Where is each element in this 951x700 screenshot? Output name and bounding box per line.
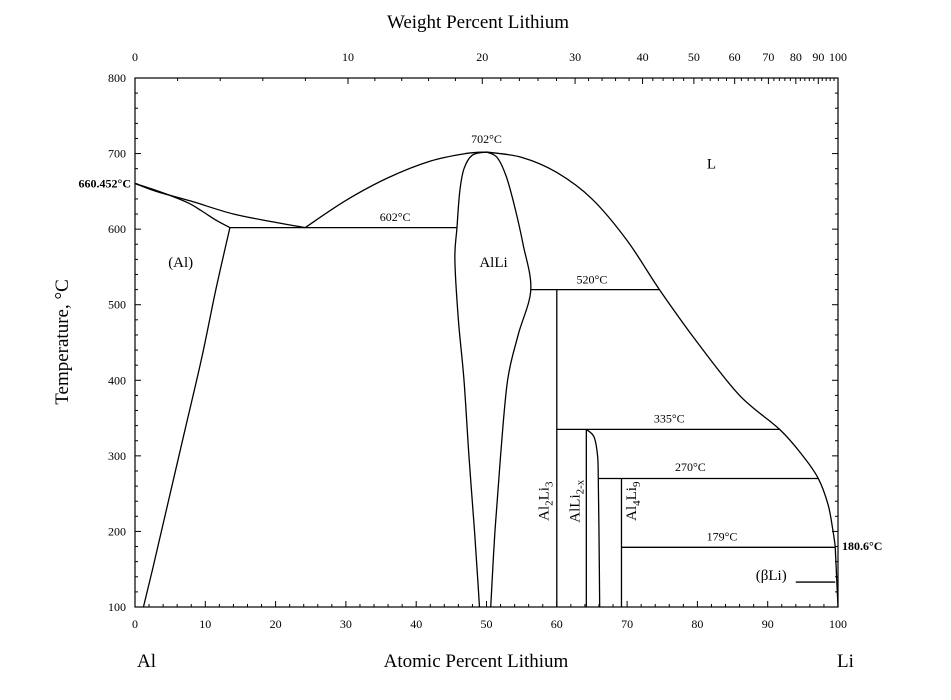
curve-alli-left <box>454 151 487 608</box>
phase-boundaries <box>134 151 839 608</box>
curve-alli2x-right <box>585 428 601 608</box>
temperature-annotation: 520°C <box>577 273 608 287</box>
curve-alli-right <box>486 151 532 608</box>
phase-region-label: AlLi <box>479 255 507 271</box>
phase-region-label: (βLi) <box>756 568 787 584</box>
x-tick-label: 70 <box>621 617 633 631</box>
melting-point-label: 660.452°C <box>79 176 131 190</box>
x-tick-label: 10 <box>199 617 211 631</box>
curve-liquidus-alli-left <box>304 151 487 229</box>
top-axis-title: Weight Percent Lithium <box>387 12 569 33</box>
x-tick-label: 20 <box>270 617 282 631</box>
temperature-annotation: 179°C <box>707 529 738 543</box>
x-tick-label: 100 <box>829 617 847 631</box>
axis-tick-labels: 0 10 20 30 40 50 60 70 80 90 100100200300400500600… <box>108 50 847 631</box>
curve-solvus-al <box>142 227 231 608</box>
left-element-label: Al <box>137 651 156 672</box>
phase-region-label: AlLi2-x <box>567 479 586 523</box>
x-tick-label: 80 <box>691 617 703 631</box>
curve-beta-li-edge <box>834 546 839 608</box>
top-tick-label: 80 <box>790 50 802 64</box>
curve-liquidus-right <box>486 151 836 547</box>
y-tick-label: 500 <box>108 298 126 312</box>
top-tick-label: 60 <box>729 50 741 64</box>
temperature-annotation: 270°C <box>675 460 706 474</box>
curve-liquidus-al <box>134 182 306 229</box>
x-tick-label: 90 <box>762 617 774 631</box>
top-tick-label: 100 <box>829 50 847 64</box>
top-tick-label: 40 <box>637 50 649 64</box>
temperature-annotation: 335°C <box>654 412 685 426</box>
y-tick-label: 300 <box>108 449 126 463</box>
y-tick-label: 200 <box>108 524 126 538</box>
phase-region-label: (Al) <box>168 255 193 271</box>
phase-region-label: Al2Li3 <box>536 481 555 521</box>
y-tick-label: 700 <box>108 147 126 161</box>
curve-solidus-al <box>134 182 231 229</box>
top-tick-label: 50 <box>688 50 700 64</box>
phase-region-label: Al4Li9 <box>624 481 643 521</box>
temperature-annotation: 702°C <box>471 132 502 146</box>
melting-point-label: 180.6°C <box>842 539 882 553</box>
top-tick-label: 0 <box>132 50 138 64</box>
x-tick-label: 50 <box>481 617 493 631</box>
top-tick-label: 10 <box>342 50 354 64</box>
top-tick-label: 30 <box>569 50 581 64</box>
top-tick-label: 70 <box>762 50 774 64</box>
x-tick-label: 40 <box>410 617 422 631</box>
y-tick-label: 600 <box>108 222 126 236</box>
top-tick-label: 90 <box>812 50 824 64</box>
x-axis-title: Atomic Percent Lithium <box>384 651 569 672</box>
top-tick-label: 20 <box>476 50 488 64</box>
y-axis-title: Temperature, °C <box>52 279 73 405</box>
temperature-annotation: 602°C <box>380 210 411 224</box>
y-tick-label: 400 <box>108 373 126 387</box>
x-tick-label: 60 <box>551 617 563 631</box>
right-element-label: Li <box>837 651 854 672</box>
chart-labels: 702°C 602°C 520°C 335°C 270°C 179°C 660.452°C 1… <box>79 132 883 584</box>
axis-ticks <box>134 77 839 608</box>
plot-frame <box>134 77 839 608</box>
x-tick-label: 0 <box>132 617 138 631</box>
y-tick-label: 100 <box>108 600 126 614</box>
phase-region-label: L <box>707 157 716 173</box>
x-tick-label: 30 <box>340 617 352 631</box>
y-tick-label: 800 <box>108 71 126 85</box>
